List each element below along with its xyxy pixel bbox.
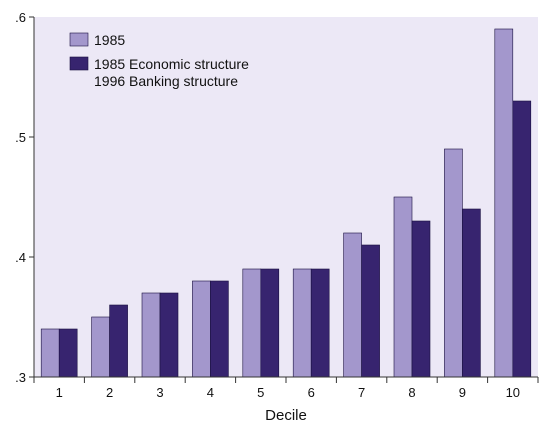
x-tick-label: 1 <box>56 385 63 400</box>
legend-swatch-1985 <box>69 32 89 47</box>
bar-alt-decile-3 <box>159 292 179 378</box>
x-tick-label: 9 <box>459 385 466 400</box>
bar-alt-decile-5 <box>260 268 280 378</box>
legend-swatch-alt <box>69 56 89 71</box>
bars-layer <box>40 28 532 378</box>
bar-1985-decile-10 <box>494 28 514 378</box>
bar-1985-decile-2 <box>91 316 110 378</box>
x-tick-label: 4 <box>207 385 214 400</box>
bar-1985-decile-5 <box>242 268 262 378</box>
bar-alt-decile-8 <box>411 220 431 378</box>
bar-alt-decile-2 <box>109 304 128 378</box>
ticks-layer: .3 .4 .5 .6 1 2 3 4 5 6 7 8 9 10 <box>15 10 539 400</box>
x-tick-label: 7 <box>358 385 365 400</box>
y-tick-label: .6 <box>15 10 26 25</box>
legend-label: 1985 <box>94 32 125 48</box>
bar-alt-decile-4 <box>210 280 229 378</box>
bar-alt-decile-10 <box>512 100 532 378</box>
y-tick-label: .5 <box>15 130 26 145</box>
bar-1985-decile-9 <box>444 148 463 378</box>
bar-alt-decile-7 <box>361 244 380 378</box>
bar-1985-decile-1 <box>40 328 60 378</box>
bar-alt-decile-1 <box>58 328 78 378</box>
bar-1985-decile-6 <box>292 268 312 378</box>
x-tick-label: 3 <box>156 385 163 400</box>
x-tick-label: 10 <box>506 385 520 400</box>
legend-label: 1985 Economic structure <box>94 56 249 72</box>
x-axis-label: Decile <box>265 407 307 424</box>
y-tick-label: .3 <box>15 370 26 385</box>
bar-1985-decile-7 <box>343 232 362 378</box>
bar-1985-decile-4 <box>192 280 211 378</box>
x-tick-label: 5 <box>257 385 264 400</box>
legend-label: 1996 Banking structure <box>94 73 238 89</box>
bar-alt-decile-6 <box>310 268 330 378</box>
bar-alt-decile-9 <box>462 208 481 378</box>
bar-1985-decile-3 <box>141 292 161 378</box>
y-tick-label: .4 <box>15 250 26 265</box>
bar-1985-decile-8 <box>393 196 413 378</box>
x-tick-label: 2 <box>106 385 113 400</box>
x-tick-label: 8 <box>408 385 415 400</box>
x-tick-label: 6 <box>308 385 315 400</box>
